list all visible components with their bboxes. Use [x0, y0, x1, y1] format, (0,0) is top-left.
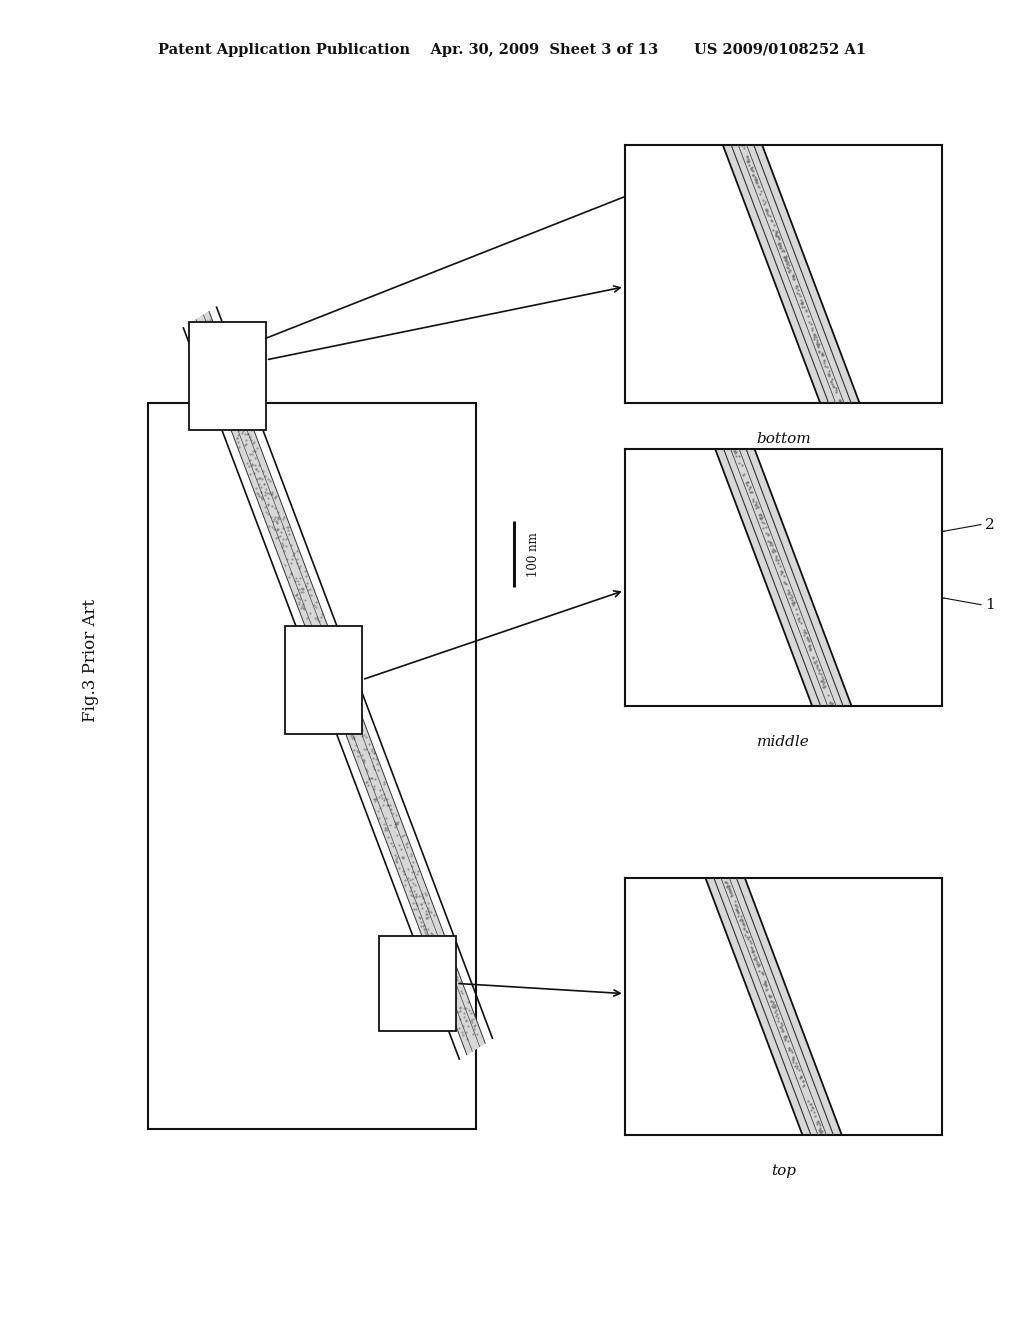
Text: 1: 1 — [985, 598, 995, 611]
Bar — [285, 626, 362, 734]
Bar — [379, 936, 457, 1031]
Polygon shape — [625, 0, 942, 726]
Text: bottom: bottom — [756, 432, 811, 446]
Text: Patent Application Publication    Apr. 30, 2009  Sheet 3 of 13       US 2009/010: Patent Application Publication Apr. 30, … — [158, 44, 866, 57]
Text: middle: middle — [757, 735, 810, 750]
Polygon shape — [190, 312, 485, 1055]
Polygon shape — [625, 104, 942, 1051]
Bar — [148, 403, 476, 1129]
Text: 2: 2 — [985, 517, 995, 532]
Text: top: top — [771, 1164, 796, 1179]
Text: 100 nm: 100 nm — [527, 532, 541, 577]
Polygon shape — [625, 560, 942, 1320]
Bar — [188, 322, 266, 430]
Text: Fig.3 Prior Art: Fig.3 Prior Art — [82, 598, 98, 722]
